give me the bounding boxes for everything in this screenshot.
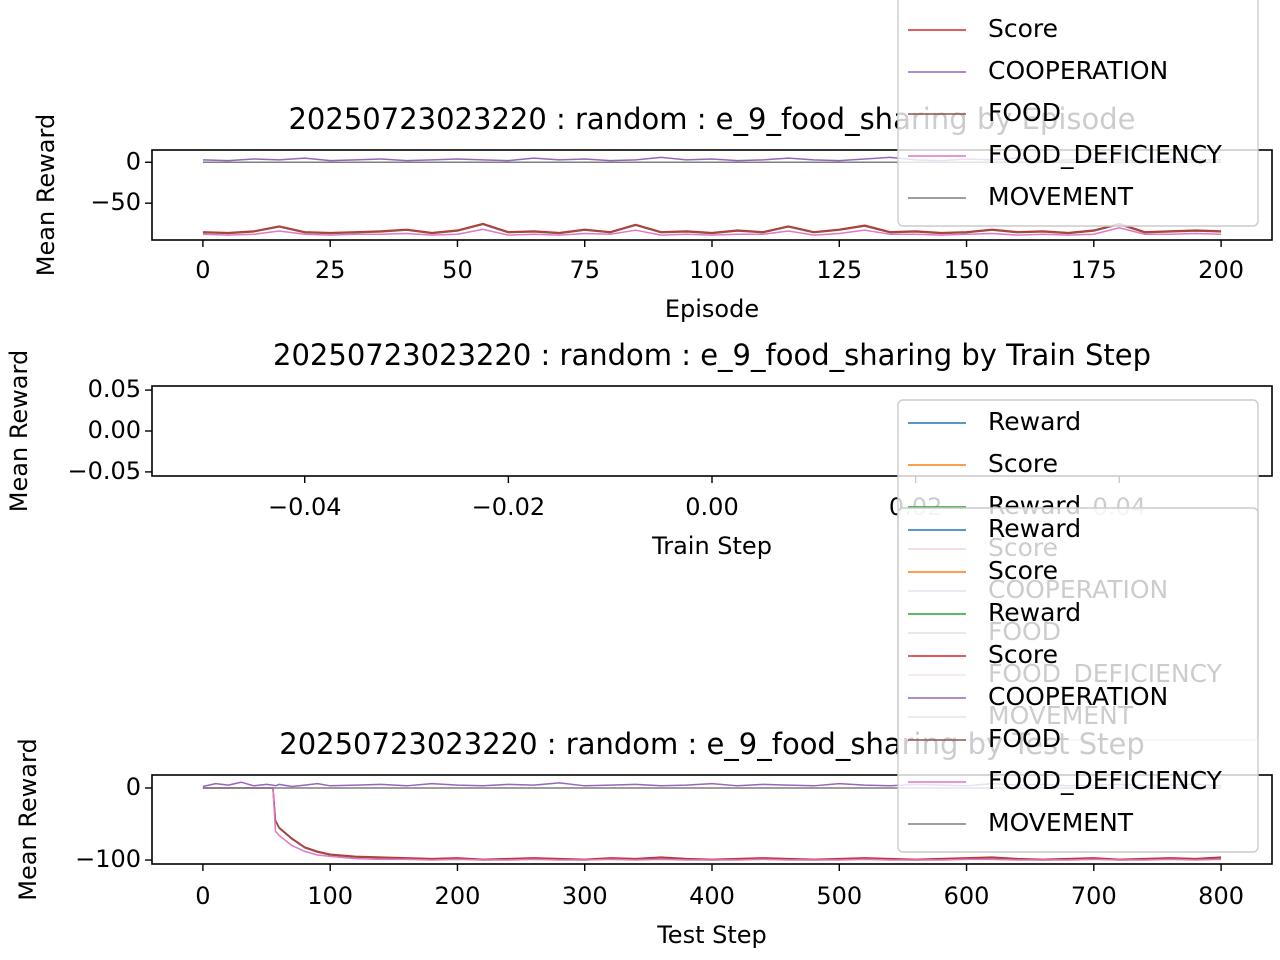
- legend-label: MOVEMENT: [988, 182, 1134, 211]
- series-line: [202, 787, 1222, 861]
- x-tick-label: −0.02: [472, 493, 546, 521]
- legend-label: Score: [988, 449, 1058, 478]
- y-axis-label: Mean Reward: [14, 738, 42, 900]
- chart-title: 20250723023220 : random : e_9_food_shari…: [273, 338, 1151, 372]
- y-tick-label: −50: [90, 188, 141, 216]
- legend-label: Reward: [988, 514, 1081, 543]
- series-line: [202, 226, 1222, 236]
- x-tick-label: 0.00: [685, 493, 738, 521]
- x-tick-label: 200: [1198, 256, 1244, 284]
- x-axis-label: Episode: [665, 295, 759, 323]
- x-tick-label: 600: [944, 882, 990, 910]
- x-tick-label: 175: [1071, 256, 1117, 284]
- y-axis-label: Mean Reward: [5, 350, 33, 512]
- x-tick-label: 300: [562, 882, 608, 910]
- y-tick-label: −0.05: [67, 457, 141, 485]
- legend-label: COOPERATION: [988, 682, 1168, 711]
- x-tick-label: −0.04: [268, 493, 342, 521]
- x-tick-label: 100: [307, 882, 353, 910]
- legend-label: Reward: [988, 598, 1081, 627]
- x-axis-label: Train Step: [651, 532, 772, 560]
- series-line: [202, 222, 1222, 234]
- x-tick-label: 0: [195, 882, 210, 910]
- y-tick-label: 0: [126, 773, 141, 801]
- legend-box: [897, 0, 1259, 227]
- x-tick-label: 200: [435, 882, 481, 910]
- x-tick-label: 400: [689, 882, 735, 910]
- x-tick-label: 500: [816, 882, 862, 910]
- x-tick-label: 75: [569, 256, 600, 284]
- legend-label: FOOD_DEFICIENCY: [988, 766, 1223, 795]
- x-tick-label: 700: [1071, 882, 1117, 910]
- legend-label: FOOD_DEFICIENCY: [988, 140, 1223, 169]
- legend-label: MOVEMENT: [988, 808, 1134, 837]
- y-axis-label: Mean Reward: [32, 114, 60, 276]
- x-tick-label: 125: [816, 256, 862, 284]
- x-tick-label: 50: [442, 256, 473, 284]
- legend-label: Score: [988, 14, 1058, 43]
- x-tick-label: 0: [195, 256, 210, 284]
- legend-label: COOPERATION: [988, 56, 1168, 85]
- x-tick-label: 100: [689, 256, 735, 284]
- legend-label: Score: [988, 556, 1058, 585]
- y-tick-label: 0: [126, 147, 141, 175]
- y-tick-label: 0.00: [88, 416, 141, 444]
- legend-label: FOOD: [988, 724, 1061, 753]
- legend-label: Score: [988, 640, 1058, 669]
- legend-box: [897, 507, 1259, 853]
- x-tick-label: 150: [944, 256, 990, 284]
- x-tick-label: 25: [315, 256, 346, 284]
- series-line: [202, 223, 1222, 235]
- legend-label: FOOD: [988, 98, 1061, 127]
- x-tick-label: 800: [1198, 882, 1244, 910]
- legend-label: Reward: [988, 407, 1081, 436]
- y-tick-label: 0.05: [88, 375, 141, 403]
- x-axis-label: Test Step: [656, 921, 767, 949]
- y-tick-label: −100: [75, 845, 141, 873]
